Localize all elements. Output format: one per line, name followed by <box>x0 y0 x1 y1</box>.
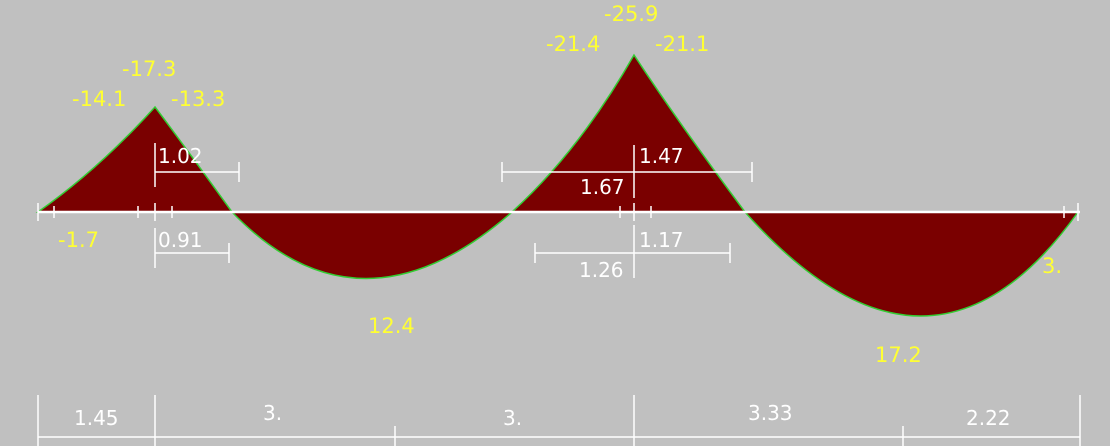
moment-label-span3-max: 17.2 <box>875 343 922 367</box>
moment-label-span2-max: 12.4 <box>368 314 415 338</box>
span-label-3: 3. <box>503 406 522 430</box>
upper-dim-label-support2-left: 1.67 <box>580 175 625 199</box>
lower-dim-label-support2-right: 1.17 <box>639 228 684 252</box>
moment-area <box>35 53 1080 317</box>
moment-label-left-end: -1.7 <box>58 228 99 252</box>
moment-label-support1-left: -14.1 <box>72 87 126 111</box>
moment-label-support1-peak: -17.3 <box>122 57 176 81</box>
lower-dimension-lines <box>154 225 731 278</box>
span-label-2: 3. <box>263 401 282 425</box>
lower-dim-label-support1: 0.91 <box>158 228 203 252</box>
axis-ticks <box>37 203 1079 221</box>
lower-dim-label-support2-left: 1.26 <box>579 258 624 282</box>
moment-label-support2-peak: -25.9 <box>604 2 658 26</box>
moment-label-right-end: 3. <box>1042 254 1062 278</box>
span-dimension-line <box>37 395 1081 446</box>
moment-label-support2-left: -21.4 <box>546 32 600 56</box>
upper-dimension-lines <box>154 143 753 198</box>
span-label-5: 2.22 <box>966 406 1011 430</box>
moment-label-support1-right: -13.3 <box>171 87 225 111</box>
moment-label-support2-right: -21.1 <box>655 32 709 56</box>
upper-dim-label-support1: 1.02 <box>158 144 203 168</box>
span-label-4: 3.33 <box>748 401 793 425</box>
span-label-1: 1.45 <box>74 406 119 430</box>
upper-dim-label-support2-right: 1.47 <box>639 144 684 168</box>
